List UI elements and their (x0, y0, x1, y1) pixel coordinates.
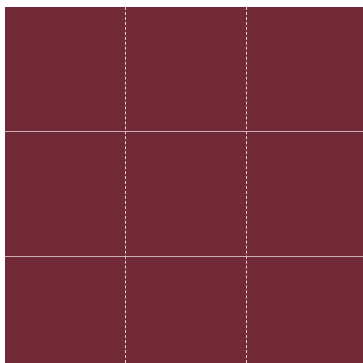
horizontal-gridline (5, 256, 363, 257)
grid-canvas[interactable] (5, 7, 363, 363)
horizontal-gridline (5, 131, 363, 132)
vertical-gridline (125, 7, 126, 363)
vertical-gridline (246, 7, 247, 363)
